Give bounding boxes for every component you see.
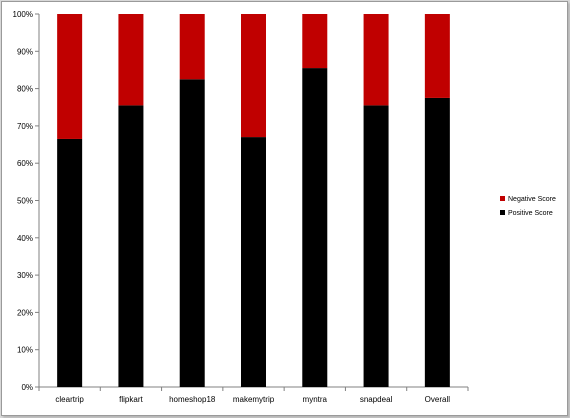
bar-segment-negative-score [363,14,389,106]
x-tick-label: myntra [303,395,328,404]
y-tick-label: 100% [13,10,33,19]
bar-segment-positive-score [363,105,389,387]
bar-segment-negative-score [424,14,450,98]
bar-segment-positive-score [179,79,205,388]
bar-segment-positive-score [302,68,328,388]
legend-swatch [500,210,505,215]
x-tick-label: flipkart [119,395,143,404]
legend: Negative Score Positive Score [500,196,556,217]
legend-label: Negative Score [508,196,556,203]
stacked-bar-chart: 0% 10% 20% 30% 40% 50% 60% 70% 80% 90% 100% cleart… [13,10,556,404]
bar-segment-negative-score [179,14,205,80]
legend-swatch [500,196,505,201]
bar-segment-positive-score [241,137,266,387]
y-tick-label: 70% [17,122,33,131]
bar-segment-positive-score [424,97,450,388]
x-tick-label: Overall [425,395,451,404]
y-axis: 0% 10% 20% 30% 40% 50% 60% 70% 80% 90% 100% [13,10,40,392]
x-tick-label: makemytrip [233,395,275,404]
bars [57,14,450,388]
y-tick-label: 30% [17,271,33,280]
y-tick-label: 80% [17,85,33,94]
y-tick-label: 90% [17,47,33,56]
y-tick-label: 10% [17,346,33,355]
bar-segment-negative-score [118,14,144,106]
bar-segment-positive-score [118,105,144,387]
y-tick-label: 60% [17,159,33,168]
bar-segment-positive-score [57,138,83,387]
y-tick-label: 20% [17,308,33,317]
legend-label: Positive Score [508,210,553,217]
y-tick-label: 0% [21,383,33,392]
x-axis: cleartrip flipkart homeshop18 makemytrip myn… [38,386,469,404]
y-tick-label: 50% [17,197,33,206]
x-tick-label: cleartrip [55,395,84,404]
bar-segment-negative-score [57,14,83,139]
y-tick-label: 40% [17,234,33,243]
bar-segment-negative-score [302,14,328,69]
bar-segment-negative-score [241,14,266,138]
x-tick-label: homeshop18 [169,395,216,404]
x-tick-label: snapdeal [360,395,393,404]
